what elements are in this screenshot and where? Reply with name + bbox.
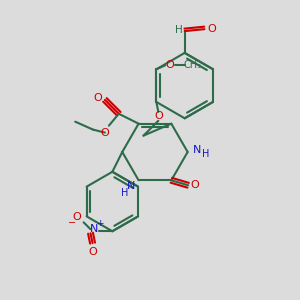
Text: CH₃: CH₃ <box>184 60 202 70</box>
Text: O: O <box>191 180 200 190</box>
Text: +: + <box>96 219 103 228</box>
Text: O: O <box>207 24 216 34</box>
Text: H: H <box>121 188 128 198</box>
Text: −: − <box>68 218 76 228</box>
Text: O: O <box>94 93 102 103</box>
Text: O: O <box>72 212 81 222</box>
Text: N: N <box>90 224 99 234</box>
Text: H: H <box>202 149 209 159</box>
Text: N: N <box>194 145 202 155</box>
Text: O: O <box>166 60 175 70</box>
Text: O: O <box>88 247 97 257</box>
Text: H: H <box>175 25 183 35</box>
Text: O: O <box>100 128 109 138</box>
Text: O: O <box>154 111 163 121</box>
Text: N: N <box>127 181 135 191</box>
